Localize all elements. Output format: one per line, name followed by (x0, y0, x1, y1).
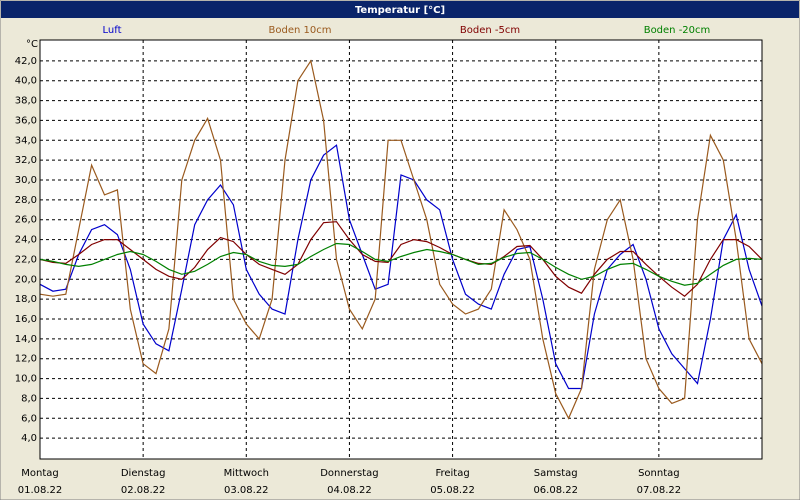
legend-label: Boden -20cm (644, 25, 711, 36)
y-tick-label: 40,0 (15, 76, 37, 87)
y-tick-label: 18,0 (15, 294, 37, 305)
y-tick-label: 36,0 (15, 115, 37, 126)
x-tick-date: 05.08.22 (430, 485, 475, 496)
y-tick-label: 12,0 (15, 354, 37, 365)
y-tick-label: 42,0 (15, 56, 37, 67)
legend-label: Boden -5cm (460, 25, 520, 36)
y-tick-label: 14,0 (15, 334, 37, 345)
x-tick-label: Samstag (534, 468, 578, 479)
x-tick-label: Donnerstag (320, 468, 378, 479)
y-tick-label: 6,0 (21, 413, 37, 424)
y-unit: °C (26, 39, 38, 50)
x-tick-label: Montag (21, 468, 58, 479)
x-tick-date: 04.08.22 (327, 485, 372, 496)
y-tick-label: 24,0 (15, 235, 37, 246)
y-tick-label: 32,0 (15, 155, 37, 166)
x-tick-label: Sonntag (638, 468, 680, 479)
y-tick-label: 16,0 (15, 314, 37, 325)
y-tick-label: 38,0 (15, 96, 37, 107)
x-tick-label: Mittwoch (224, 468, 269, 479)
y-tick-label: 8,0 (21, 393, 37, 404)
x-tick-date: 06.08.22 (533, 485, 578, 496)
series-line (39, 59, 763, 420)
x-tick-date: 02.08.22 (121, 485, 166, 496)
x-tick-date: 01.08.22 (18, 485, 63, 496)
legend-label: Boden 10cm (269, 25, 332, 36)
y-tick-label: 28,0 (15, 195, 37, 206)
y-tick-label: 4,0 (21, 433, 37, 444)
x-tick-date: 03.08.22 (224, 485, 269, 496)
y-tick-label: 20,0 (15, 274, 37, 285)
x-tick-date: 07.08.22 (637, 485, 682, 496)
title-bar (1, 1, 799, 18)
y-tick-label: 22,0 (15, 254, 37, 265)
series-line (39, 221, 763, 297)
y-tick-label: 34,0 (15, 135, 37, 146)
chart-title: Temperatur [°C] (355, 5, 445, 16)
plot-border (39, 39, 763, 460)
legend-label: Luft (103, 25, 122, 36)
x-tick-label: Dienstag (121, 468, 166, 479)
x-tick-label: Freitag (435, 468, 469, 479)
plot-area (40, 40, 762, 459)
series-line (39, 242, 763, 286)
y-tick-label: 26,0 (15, 215, 37, 226)
y-tick-label: 30,0 (15, 175, 37, 186)
y-tick-label: 10,0 (15, 374, 37, 385)
